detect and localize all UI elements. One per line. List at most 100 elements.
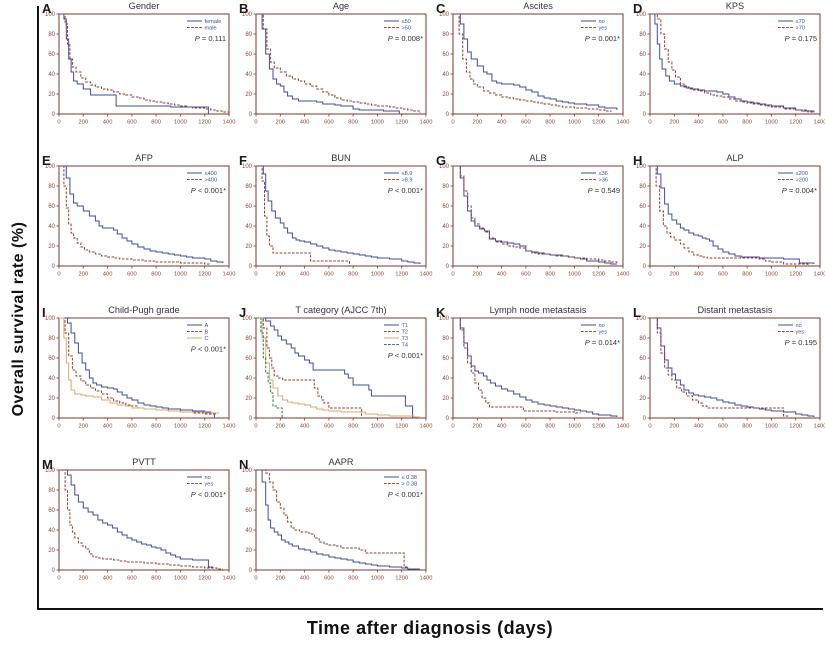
y-tick-label: 0 (249, 264, 253, 270)
x-tick-label: 600 (324, 576, 334, 582)
x-tick-label: 200 (669, 424, 679, 430)
y-tick-label: 100 (242, 164, 253, 170)
x-tick-label: 1000 (765, 272, 778, 278)
y-tick-label: 40 (442, 224, 449, 230)
panel-h: H ALP 0 20 40 60 80 100 0 200 400 600 800 1000 1200 140… (630, 152, 825, 304)
x-tick-label: 800 (545, 272, 555, 278)
x-tick-label: 1200 (395, 120, 408, 126)
y-tick-label: 40 (48, 72, 55, 78)
panel-letter: J (239, 305, 247, 320)
plot-frame (649, 317, 821, 419)
y-tick-label: 100 (45, 164, 56, 170)
x-tick-label: 800 (545, 424, 555, 430)
x-tick-label: 800 (348, 424, 358, 430)
panel-letter: D (633, 1, 643, 16)
x-tick-label: 600 (324, 424, 334, 430)
panel-title: PVTT (132, 457, 156, 467)
survival-curve-≤50 (256, 13, 400, 114)
panel-title: Lymph node metastasis (490, 305, 587, 315)
survival-curve->200 (650, 165, 809, 265)
p-value: P < 0.001* (388, 490, 423, 499)
x-tick-label: 400 (103, 576, 113, 582)
survival-curve->400 (59, 165, 211, 265)
x-tick-label: 600 (718, 272, 728, 278)
panel-l: L Distant metastasis 0 20 40 60 80 100 0 200 400 60… (630, 304, 825, 456)
plot-frame (58, 165, 230, 267)
survival-curve-no (650, 317, 815, 417)
y-tick-label: 80 (245, 184, 252, 190)
y-axis-label: Overall survival rate (%) (10, 221, 27, 417)
panel-title: Distant metastasis (697, 305, 772, 315)
y-tick-label: 80 (442, 336, 449, 342)
x-tick-label: 600 (127, 272, 137, 278)
survival-curve-no (453, 317, 618, 417)
x-tick-label: 600 (127, 120, 137, 126)
y-tick-label: 0 (249, 416, 253, 422)
p-value: P = 0.001* (585, 34, 620, 43)
survival-curve-≤200 (650, 165, 815, 264)
survival-curve-yes (59, 469, 223, 570)
x-tick-label: 1400 (420, 576, 433, 582)
x-tick-label: 1000 (371, 424, 384, 430)
p-value: P = 0.111 (195, 34, 226, 43)
x-tick-label: 400 (300, 120, 310, 126)
panel-d: D KPS 0 20 40 60 80 100 0 200 400 600 800 1000 1200 140… (630, 0, 825, 152)
panel-m: M PVTT 0 20 40 60 80 100 0 200 400 600 800 1000 1200 14… (39, 456, 236, 608)
legend-label-T2: T2 (402, 330, 409, 336)
legend-label-B: B (205, 330, 209, 336)
y-tick-label: 100 (242, 468, 253, 474)
plot-frame (452, 13, 624, 115)
y-tick-label: 60 (245, 356, 252, 362)
plot-frame (255, 13, 427, 115)
x-tick-label: 1200 (395, 424, 408, 430)
y-tick-label: 0 (249, 112, 253, 118)
x-tick-label: 1000 (174, 576, 187, 582)
x-tick-label: 1400 (814, 272, 825, 278)
x-tick-label: 1000 (568, 424, 581, 430)
y-tick-label: 80 (245, 336, 252, 342)
legend-label-≤8.9: ≤8.9 (402, 171, 413, 177)
y-tick-label: 0 (52, 264, 56, 270)
p-value: P < 0.001* (388, 351, 423, 360)
panel-letter: N (239, 457, 249, 472)
y-tick-label: 0 (643, 416, 647, 422)
y-tick-label: 20 (639, 396, 646, 402)
y-tick-label: 0 (643, 264, 647, 270)
x-tick-label: 0 (648, 120, 651, 126)
legend-label-no: no (796, 323, 802, 329)
survival-curve-female (59, 13, 209, 114)
y-tick-label: 40 (48, 224, 55, 230)
x-tick-label: 400 (694, 424, 704, 430)
x-tick-label: 600 (718, 424, 728, 430)
survival-curve-yes (650, 317, 790, 417)
panel-title: Ascites (523, 1, 553, 11)
survival-curve-≤8.9 (256, 165, 421, 264)
legend-label-yes: yes (205, 482, 214, 488)
x-tick-label: 1000 (371, 272, 384, 278)
survival-curve-≤70 (650, 13, 815, 112)
x-tick-label: 0 (57, 424, 60, 430)
y-tick-label: 0 (52, 416, 56, 422)
p-value: P < 0.001* (191, 490, 226, 499)
survival-curve-≤ 0.38 (256, 469, 420, 570)
panel-c: C Ascites 0 20 40 60 80 100 0 200 400 600 800 1000 120… (433, 0, 630, 152)
y-tick-label: 20 (245, 92, 252, 98)
y-tick-label: 60 (48, 356, 55, 362)
x-tick-label: 1400 (617, 272, 630, 278)
x-tick-label: 400 (103, 424, 113, 430)
y-tick-label: 20 (442, 396, 449, 402)
x-tick-label: 400 (694, 272, 704, 278)
legend-label-C: C (205, 336, 209, 342)
p-value: P = 0.004* (782, 186, 817, 195)
y-tick-label: 40 (48, 376, 55, 382)
x-tick-label: 400 (497, 424, 507, 430)
panel-f: F BUN 0 20 40 60 80 100 0 200 400 600 800 1000 1200 140… (236, 152, 433, 304)
panel-letter: K (436, 305, 446, 320)
y-tick-label: 100 (636, 164, 647, 170)
x-tick-label: 800 (348, 272, 358, 278)
x-tick-label: 200 (669, 120, 679, 126)
